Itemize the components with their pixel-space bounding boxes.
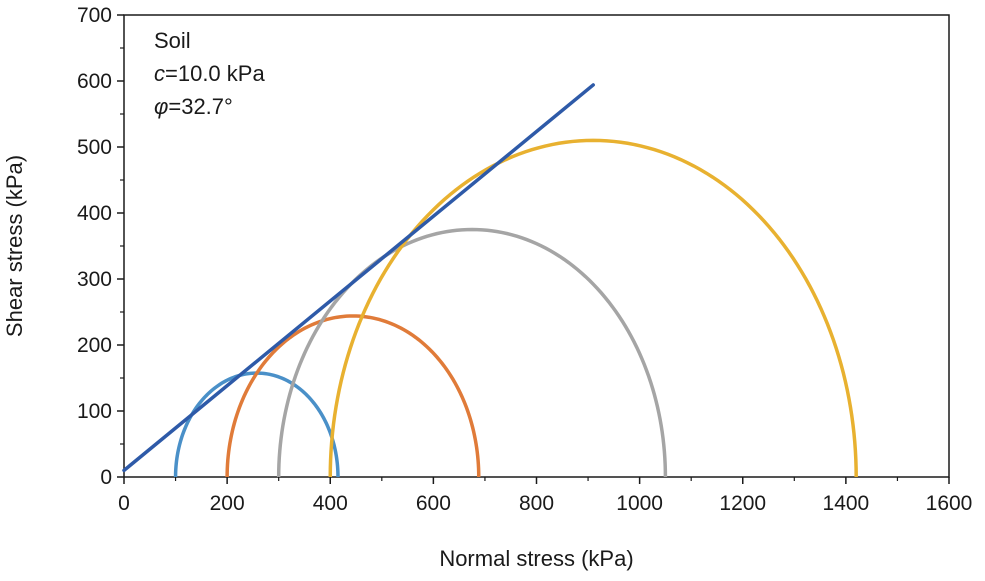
x-tick-label: 1600 bbox=[926, 492, 973, 515]
friction-angle-symbol: φ bbox=[154, 94, 168, 119]
x-tick-label: 0 bbox=[118, 492, 130, 515]
mohr-circles bbox=[173, 138, 858, 478]
x-tick-label: 1400 bbox=[823, 492, 870, 515]
y-tick-label: 400 bbox=[77, 202, 112, 225]
y-tick-label: 600 bbox=[77, 70, 112, 93]
x-tick-label: 600 bbox=[416, 492, 451, 515]
annotation-box: Soil c=10.0 kPa φ=32.7° bbox=[154, 28, 265, 119]
y-tick-label: 700 bbox=[77, 4, 112, 27]
x-axis-title: Normal stress (kPa) bbox=[439, 546, 633, 571]
x-tick-label: 200 bbox=[210, 492, 245, 515]
annotation-friction-angle: φ=32.7° bbox=[154, 94, 233, 119]
y-axis: 0 100 200 300 400 500 600 700 bbox=[77, 4, 124, 489]
friction-angle-value: =32.7° bbox=[168, 94, 232, 119]
mohr-circle-4 bbox=[328, 138, 858, 478]
y-tick-label: 300 bbox=[77, 268, 112, 291]
failure-envelope-line bbox=[122, 83, 595, 473]
y-tick-label: 500 bbox=[77, 136, 112, 159]
mohr-circle-2 bbox=[225, 314, 481, 478]
x-tick-label: 1000 bbox=[616, 492, 663, 515]
x-tick-label: 800 bbox=[519, 492, 554, 515]
cohesion-symbol: c bbox=[154, 61, 165, 86]
x-axis: 0 200 400 600 800 1000 1200 1400 1600 bbox=[118, 477, 972, 515]
y-tick-label: 200 bbox=[77, 334, 112, 357]
x-tick-label: 1200 bbox=[719, 492, 766, 515]
mohr-circle-1 bbox=[173, 371, 340, 478]
failure-envelope-layer bbox=[122, 83, 595, 473]
annotation-cohesion: c=10.0 kPa bbox=[154, 61, 265, 86]
x-tick-label: 400 bbox=[313, 492, 348, 515]
cohesion-value: =10.0 kPa bbox=[165, 61, 265, 86]
mohr-circle-3 bbox=[276, 227, 668, 478]
annotation-material: Soil bbox=[154, 28, 191, 53]
y-tick-label: 100 bbox=[77, 400, 112, 423]
y-tick-label: 0 bbox=[100, 466, 112, 489]
y-axis-title: Shear stress (kPa) bbox=[2, 155, 27, 337]
